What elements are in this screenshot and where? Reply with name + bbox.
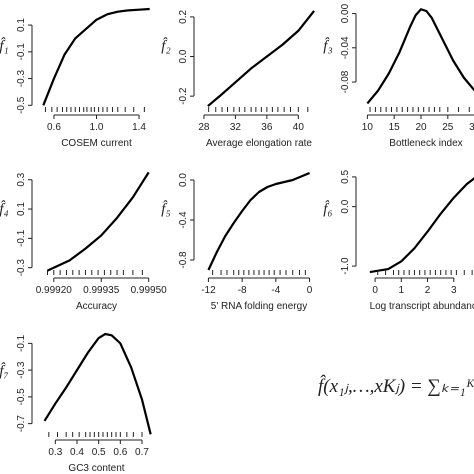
x-axis-label: Bottleneck index [389, 138, 462, 149]
x-tick-label: 30 [469, 122, 474, 133]
y-axis-label: f̂₇ [0, 362, 9, 379]
y-tick-label: 0.00 [340, 3, 351, 23]
x-tick-label: 0.7 [135, 447, 149, 458]
line [207, 10, 315, 107]
x-tick-label: -4 [271, 285, 280, 296]
y-tick-label: 0.0 [178, 173, 189, 187]
y-tick-label: 0.0 [340, 199, 351, 213]
x-tick-label: 0.6 [47, 122, 61, 133]
y-tick-label: -0.3 [16, 259, 27, 277]
y-tick-label: -0.1 [16, 43, 27, 61]
x-tick-label: 0.6 [113, 447, 127, 458]
y-tick-label: -0.8 [178, 251, 189, 269]
line [366, 8, 474, 105]
x-axis-label: COSEM current [61, 138, 132, 149]
y-tick-label: -0.7 [16, 415, 27, 433]
line [207, 171, 310, 271]
x-axis-label: Log transcript abundance [370, 301, 474, 312]
x-tick-label: -12 [201, 285, 216, 296]
x-tick-label: 1.0 [90, 122, 104, 133]
y-axis-label: f̂₁ [0, 37, 9, 54]
x-tick-label: 0.99935 [83, 285, 120, 296]
y-tick-label: -0.5 [16, 388, 27, 406]
y-tick-label: 0.5 [340, 170, 351, 184]
y-tick-label: -0.3 [16, 361, 27, 379]
x-tick-label: 0.99920 [36, 285, 73, 296]
y-tick-label: -0.08 [340, 70, 351, 93]
y-tick-label: -0.1 [16, 334, 27, 352]
x-axis-label: 5' RNA folding energy [211, 301, 307, 312]
formula: f̂(x₁ⱼ,…,xKⱼ) = ∑ₖ₌₁ᴷ f̂ₖ(xₖⱼ) [318, 375, 474, 397]
line [43, 332, 152, 435]
y-tick-label: -0.1 [16, 229, 27, 247]
x-tick-label: 10 [362, 122, 374, 133]
x-tick-label: 0.3 [48, 447, 62, 458]
line [42, 7, 150, 106]
x-tick-label: 0.5 [92, 447, 106, 458]
x-tick-label: 25 [442, 122, 454, 133]
y-tick-label: -0.4 [178, 211, 189, 229]
x-tick-label: 2 [425, 285, 431, 296]
x-tick-label: 3 [451, 285, 457, 296]
x-tick-label: 0.4 [70, 447, 84, 458]
line [47, 171, 150, 272]
x-tick-label: 20 [415, 122, 427, 133]
x-axis-label: GC3 content [68, 463, 124, 474]
x-tick-label: 40 [293, 122, 305, 133]
x-tick-label: 32 [230, 122, 242, 133]
y-axis-label: f̂₅ [161, 200, 170, 217]
y-tick-label: -1.0 [340, 257, 351, 275]
y-axis-label: f̂₂ [161, 37, 170, 54]
line [369, 177, 474, 274]
y-axis-label: f̂₄ [0, 200, 9, 217]
x-axis-label: Average elongation rate [206, 138, 312, 149]
x-tick-label: 1.4 [132, 122, 146, 133]
y-tick-label: -0.04 [340, 36, 351, 59]
y-axis-label: f̂₃ [323, 37, 332, 54]
x-tick-label: 28 [198, 122, 210, 133]
y-tick-label: 0.3 [16, 172, 27, 186]
y-tick-label: 0.1 [16, 202, 27, 216]
x-tick-label: 1 [399, 285, 405, 296]
y-axis-label: f̂₆ [323, 200, 332, 217]
x-tick-label: 0.99950 [131, 285, 168, 296]
y-tick-label: 0.2 [178, 10, 189, 24]
x-tick-label: 36 [261, 122, 273, 133]
y-tick-label: 0.1 [16, 18, 27, 32]
y-tick-label: -0.5 [16, 96, 27, 114]
x-tick-label: 0 [307, 285, 313, 296]
x-tick-label: -8 [238, 285, 247, 296]
x-axis-label: Accuracy [76, 301, 117, 312]
y-tick-label: -0.2 [178, 87, 189, 105]
x-tick-label: 0 [372, 285, 378, 296]
y-tick-label: 0.0 [178, 49, 189, 63]
x-tick-label: 15 [389, 122, 401, 133]
y-tick-label: -0.3 [16, 70, 27, 88]
